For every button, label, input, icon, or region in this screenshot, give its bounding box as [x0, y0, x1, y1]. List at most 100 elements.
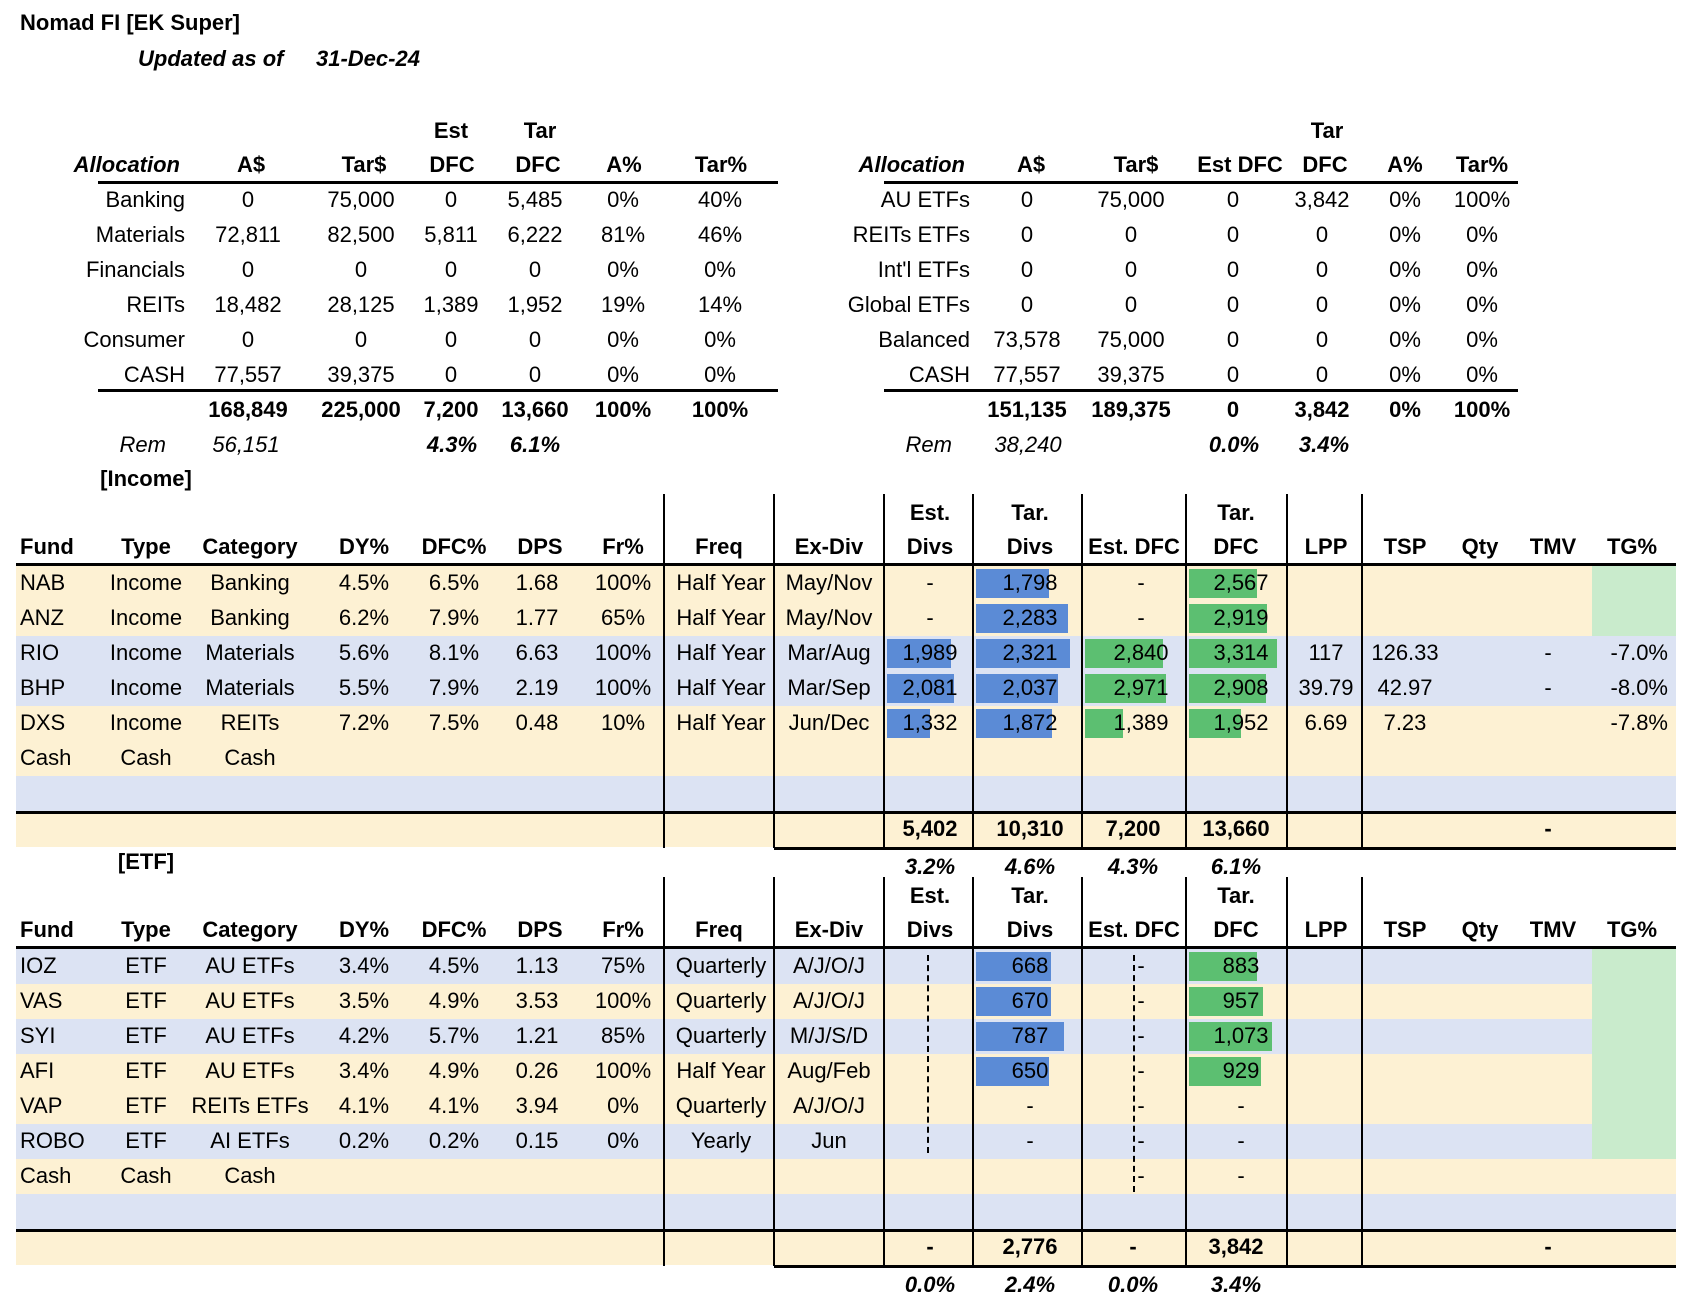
etf-header-fund: Fund — [20, 917, 74, 942]
alloc-left-tar: 28,125 — [327, 292, 395, 317]
alloc-left-est: 0 — [444, 257, 458, 282]
income-header-tardivs-1: Tar. — [1011, 500, 1049, 525]
etf-header-freq: Freq — [695, 917, 743, 942]
alloc-left-total-line — [98, 389, 778, 392]
etf-column-divider — [972, 877, 974, 1266]
etf-dps: 0.26 — [515, 1058, 559, 1083]
income-fr: 10% — [600, 710, 646, 735]
income-row-band — [16, 566, 1676, 601]
etf-dy: 0.2% — [338, 1128, 390, 1153]
etf-dfc: 4.9% — [428, 988, 480, 1013]
etf-header-qty: Qty — [1461, 917, 1499, 942]
etf-header-tardivs-2: Divs — [1006, 917, 1054, 942]
income-tsp: 7.23 — [1383, 710, 1427, 735]
etf-total-top-line — [16, 1229, 1676, 1232]
etf-freq: Quarterly — [675, 988, 767, 1013]
alloc-right-tar-pct: 0% — [1466, 292, 1498, 317]
income-pct-tardivs: 4.6% — [1004, 854, 1056, 879]
etf-category: AI ETFs — [210, 1128, 290, 1153]
income-estdfc-bar — [1085, 639, 1163, 668]
alloc-right-tar: 75,000 — [1097, 327, 1165, 352]
alloc-right-est: 0 — [1226, 187, 1240, 212]
alloc-left-total: 100% — [594, 397, 652, 422]
alloc-left-rem-tar-pct: 6.1% — [509, 432, 561, 457]
etf-total-estdfc: - — [1129, 1234, 1137, 1259]
income-lpp: 39.79 — [1298, 675, 1354, 700]
etf-column-divider — [1361, 877, 1363, 1266]
income-header-type: Type — [121, 534, 171, 559]
income-estdfc: - — [1137, 570, 1145, 595]
alloc-left-total: 13,660 — [501, 397, 569, 422]
etf-dfc: 4.5% — [428, 953, 480, 978]
alloc-left-a: 18,482 — [214, 292, 282, 317]
etf-column-divider — [1185, 877, 1187, 1266]
income-column-divider — [1081, 494, 1083, 848]
etf-freq: Quarterly — [675, 953, 767, 978]
etf-tardivs: - — [1026, 1093, 1034, 1118]
alloc-right-rem-value: 38,240 — [994, 432, 1062, 457]
alloc-left-a-pct: 0% — [607, 257, 639, 282]
etf-exdiv: Aug/Feb — [787, 1058, 871, 1083]
alloc-right-tar-pct: 0% — [1466, 327, 1498, 352]
alloc-left-tar-pct: 46% — [697, 222, 743, 247]
alloc-left-a-header: A$ — [236, 152, 266, 177]
alloc-right-tardfc: 3,842 — [1294, 187, 1350, 212]
alloc-right-tar-pct: 100% — [1453, 187, 1511, 212]
sheet-title: Nomad FI [EK Super] — [20, 10, 241, 35]
alloc-right-total: 3,842 — [1294, 397, 1350, 422]
alloc-right-tar-dfc-header: DFC — [1302, 152, 1348, 177]
income-estdfc-bar — [1085, 674, 1166, 703]
alloc-right-est: 0 — [1226, 327, 1240, 352]
alloc-right-rem-tar-pct: 3.4% — [1298, 432, 1350, 457]
alloc-left-tar: 75,000 — [327, 187, 395, 212]
etf-fund: IOZ — [20, 953, 57, 978]
etf-pct-tardivs: 2.4% — [1004, 1272, 1056, 1297]
etf-fund: AFI — [20, 1058, 55, 1083]
alloc-left-category: REITs — [126, 292, 185, 317]
etf-tardfc-bar — [1189, 1022, 1272, 1051]
etf-header-tardfc-1: Tar. — [1217, 883, 1255, 908]
alloc-right-tardfc: 0 — [1315, 257, 1329, 282]
alloc-right-tar-pct: 0% — [1466, 222, 1498, 247]
alloc-left-tardfc: 0 — [528, 257, 542, 282]
income-header-fund: Fund — [20, 534, 74, 559]
income-estdfc: - — [1137, 605, 1145, 630]
income-type: Income — [109, 710, 183, 735]
income-dfc: 7.9% — [428, 675, 480, 700]
alloc-left-est: 5,811 — [424, 222, 478, 247]
etf-row-band — [16, 1159, 1676, 1194]
income-dps: 1.77 — [515, 605, 559, 630]
etf-tardivs: 670 — [1011, 988, 1049, 1013]
alloc-right-a: 0 — [1020, 257, 1034, 282]
alloc-right-total: 189,375 — [1091, 397, 1171, 422]
alloc-left-rem-value: 56,151 — [212, 432, 280, 457]
etf-type: ETF — [125, 1093, 167, 1118]
alloc-left-total: 7,200 — [423, 397, 479, 422]
etf-column-divider — [773, 877, 775, 1266]
alloc-left-tar-pct: 0% — [704, 257, 736, 282]
etf-type: ETF — [125, 953, 167, 978]
etf-column-divider — [883, 877, 885, 1266]
income-freq: Half Year — [676, 675, 766, 700]
income-header-tardfc-2: DFC — [1213, 534, 1259, 559]
alloc-left-category: Financials — [85, 257, 185, 282]
income-header-dfc: DFC% — [421, 534, 487, 559]
income-estdivs-bar — [887, 674, 954, 703]
income-header-tardfc-1: Tar. — [1217, 500, 1255, 525]
income-tardivs-bar — [976, 674, 1058, 703]
alloc-left-tardfc: 6,222 — [507, 222, 563, 247]
income-fund: DXS — [20, 710, 66, 735]
etf-category: REITs ETFs — [191, 1093, 309, 1118]
income-header-lpp: LPP — [1304, 534, 1348, 559]
income-total-band — [16, 814, 1676, 847]
income-exdiv: May/Nov — [785, 570, 873, 595]
alloc-left-tar-header: Tar$ — [341, 152, 387, 177]
etf-tardfc-bar — [1189, 987, 1263, 1016]
income-tardfc: 1,952 — [1213, 710, 1269, 735]
alloc-right-tardfc: 0 — [1315, 362, 1329, 387]
etf-header-dfc: DFC% — [421, 917, 487, 942]
income-fund: Cash — [20, 745, 72, 770]
alloc-right-a-pct: 0% — [1389, 327, 1421, 352]
income-category: Banking — [210, 605, 290, 630]
etf-tardfc: 957 — [1222, 988, 1260, 1013]
